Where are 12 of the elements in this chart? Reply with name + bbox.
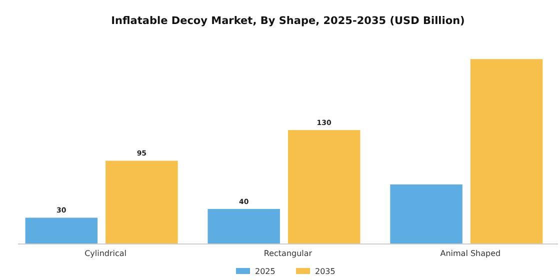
bar <box>470 59 543 244</box>
legend-label: 2025 <box>255 267 276 276</box>
x-tick-label: Animal Shaped <box>440 249 501 258</box>
bar <box>208 208 280 244</box>
bar <box>288 130 360 244</box>
x-tick-label: Rectangular <box>264 249 313 258</box>
chart-title: Inflatable Decoy Market, By Shape, 2025-2035 (USD Billion) <box>111 15 465 27</box>
bar <box>390 184 462 244</box>
bar <box>25 218 98 244</box>
legend-label: 2035 <box>315 267 336 276</box>
bar <box>106 160 178 244</box>
x-tick-label: Cylindrical <box>84 249 127 258</box>
